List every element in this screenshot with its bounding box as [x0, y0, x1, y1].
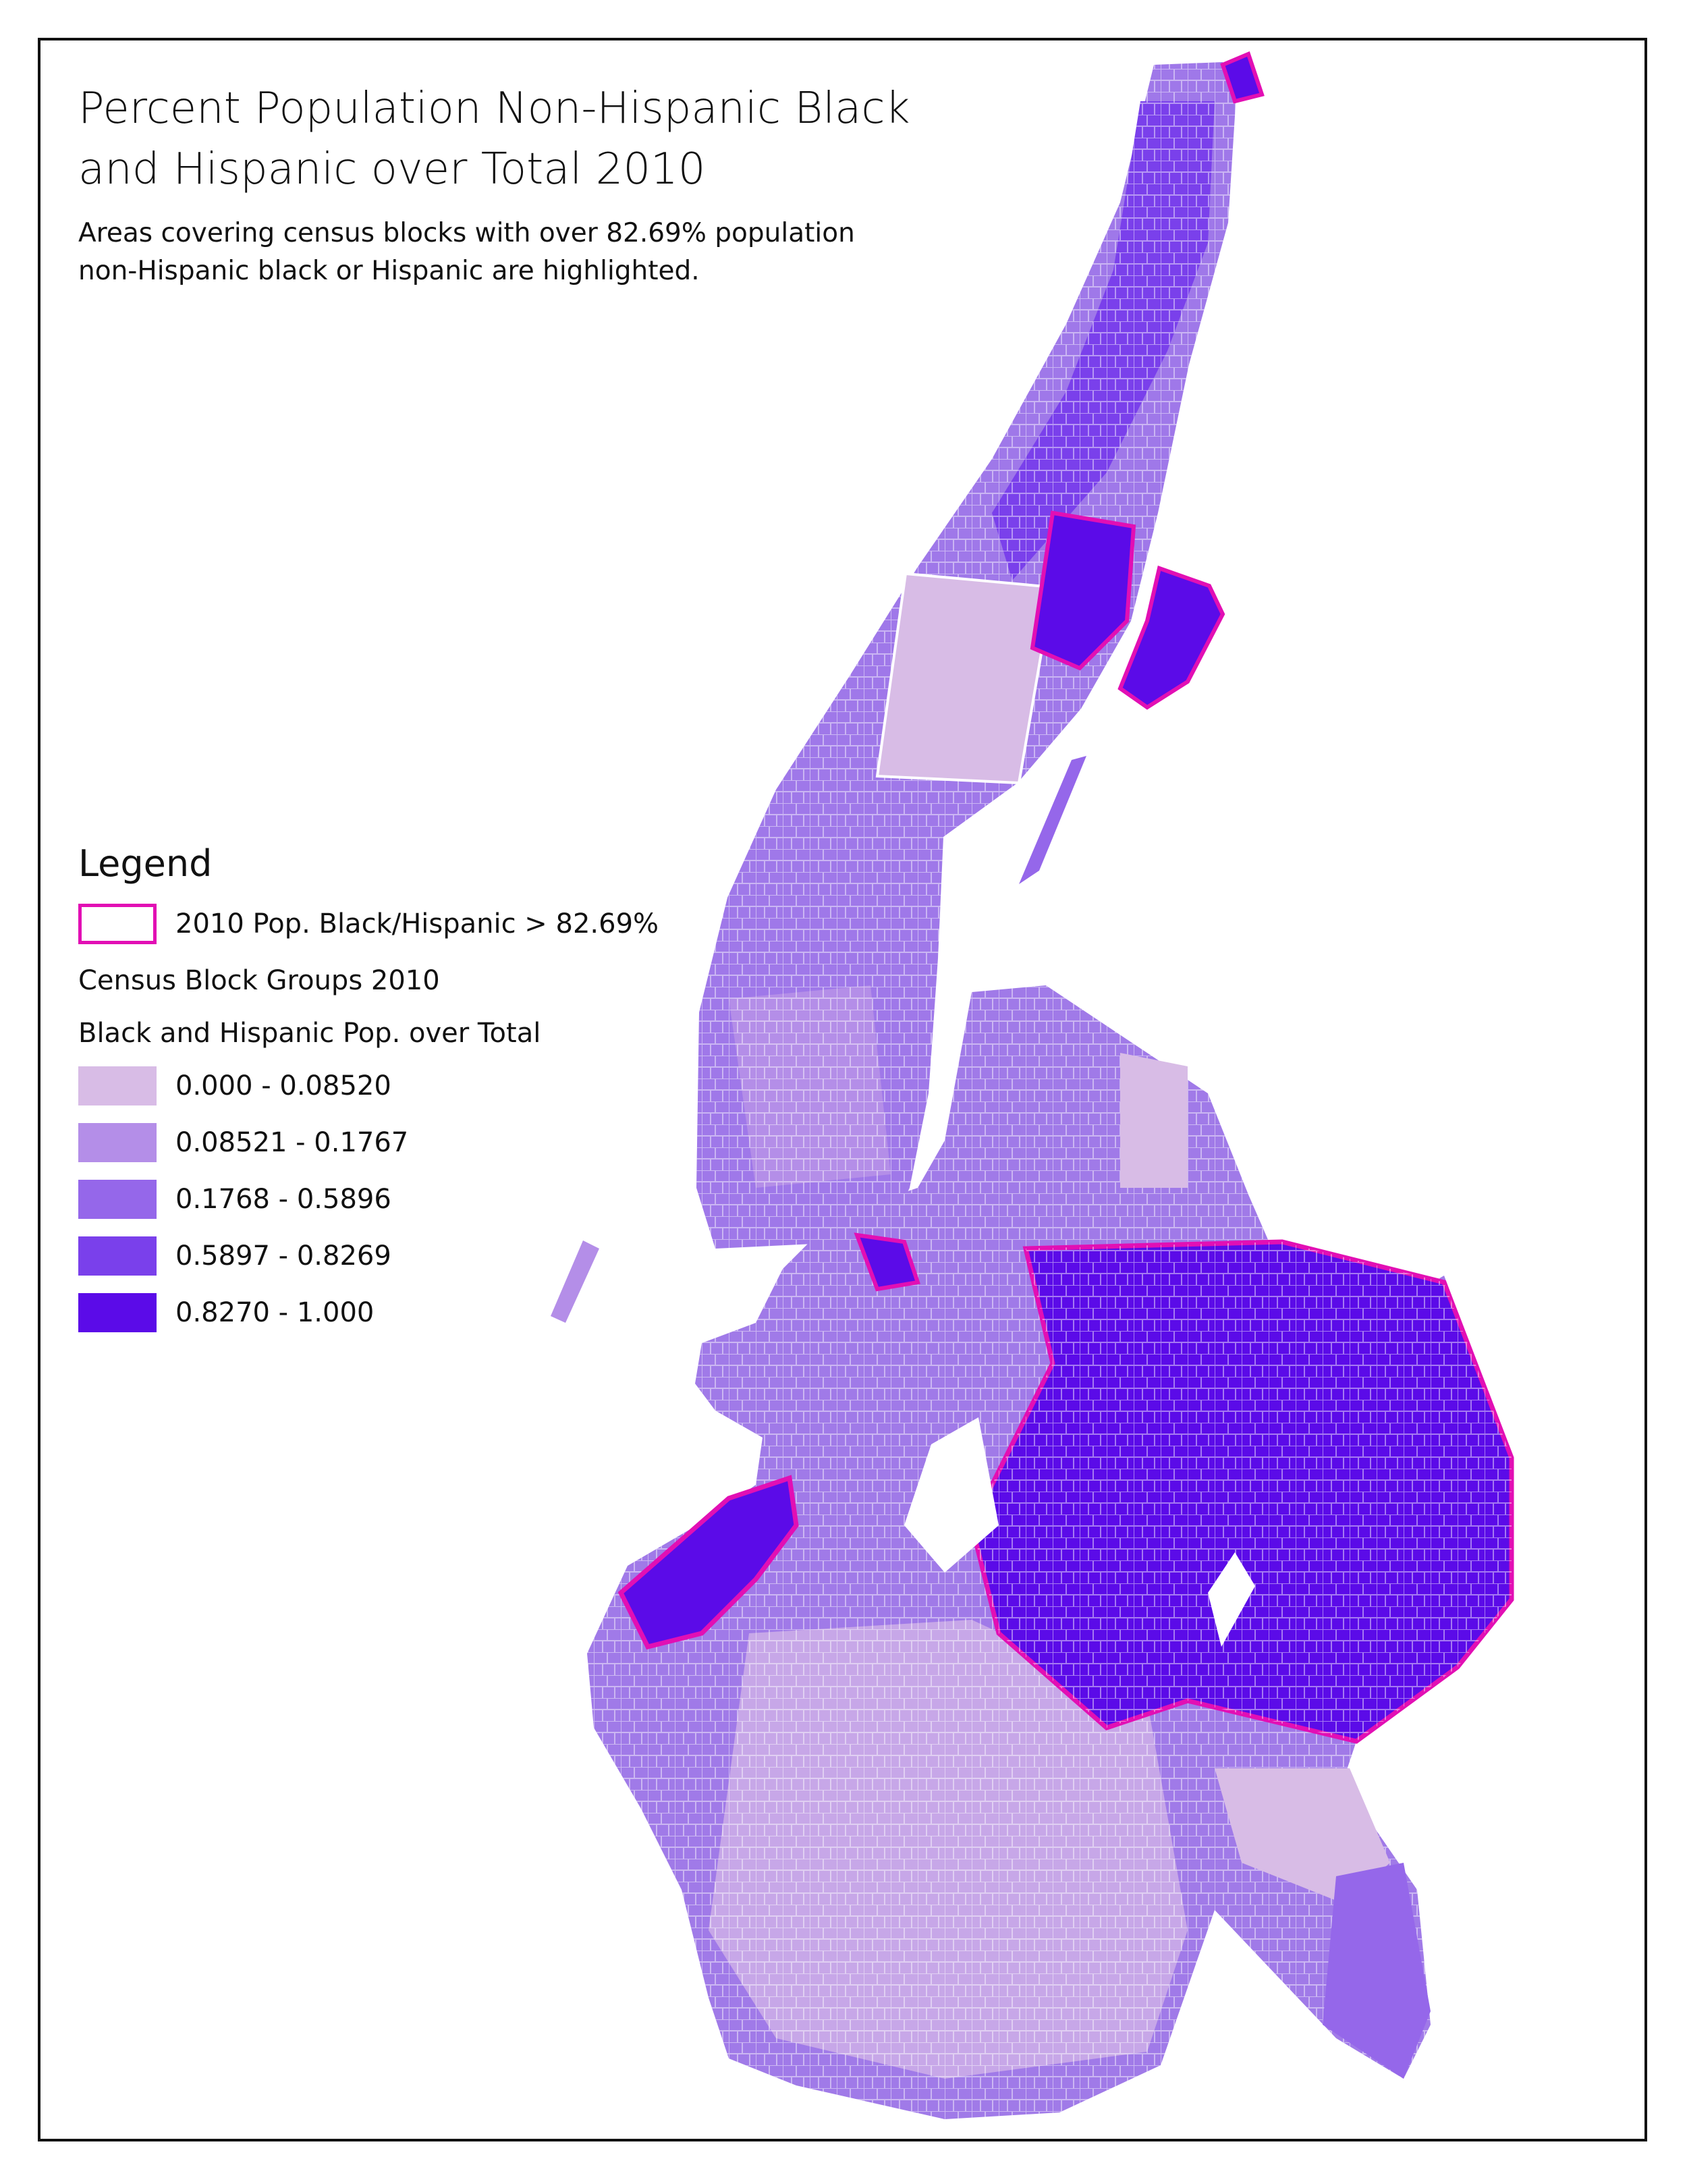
legend-class-swatch	[78, 1293, 157, 1332]
legend-class-label: 0.1768 - 0.5896	[175, 1184, 391, 1215]
legend-class-swatch	[78, 1123, 157, 1162]
roosevelt-island	[1019, 756, 1086, 884]
brooklyn-landmass	[587, 985, 1514, 2119]
legend-class-label: 0.5897 - 0.8269	[175, 1240, 391, 1272]
randalls-island	[1117, 566, 1225, 710]
legend-class-swatch	[78, 1066, 157, 1105]
legend: Legend 2010 Pop. Black/Hispanic > 82.69%…	[78, 840, 753, 1348]
legend-class-row: 0.5897 - 0.8269	[78, 1234, 753, 1278]
map-subtitle: Areas covering census blocks with over 8…	[78, 218, 855, 286]
legend-class-row: 0.8270 - 1.000	[78, 1291, 753, 1334]
legend-highlight-row: 2010 Pop. Black/Hispanic > 82.69%	[78, 902, 753, 946]
legend-class-row: 0.1768 - 0.5896	[78, 1178, 753, 1221]
map-title: Percent Population Non-Hispanic Black an…	[78, 84, 910, 194]
legend-class-label: 0.000 - 0.08520	[175, 1070, 391, 1101]
highlight-outline-swatch	[78, 904, 157, 944]
legend-class-swatch	[78, 1236, 157, 1276]
prospect-park-gap	[904, 1417, 999, 1573]
map-frame	[38, 38, 1647, 2141]
legend-class-label: 0.08521 - 0.1767	[175, 1127, 409, 1158]
governors-island	[551, 1240, 599, 1323]
manhattan-landmass	[696, 62, 1236, 1249]
legend-class-swatch	[78, 1180, 157, 1219]
cemetery-gap	[1208, 1552, 1255, 1647]
legend-class-label: 0.8270 - 1.000	[175, 1297, 375, 1328]
legend-title: Legend	[78, 842, 213, 885]
legend-layer-label: Census Block Groups 2010	[78, 965, 440, 996]
legend-highlight-label: 2010 Pop. Black/Hispanic > 82.69%	[175, 908, 659, 939]
legend-field-label: Black and Hispanic Pop. over Total	[78, 1018, 541, 1049]
inwood-islet	[1220, 51, 1265, 104]
legend-class-row: 0.08521 - 0.1767	[78, 1121, 753, 1164]
legend-class-row: 0.000 - 0.08520	[78, 1064, 753, 1108]
